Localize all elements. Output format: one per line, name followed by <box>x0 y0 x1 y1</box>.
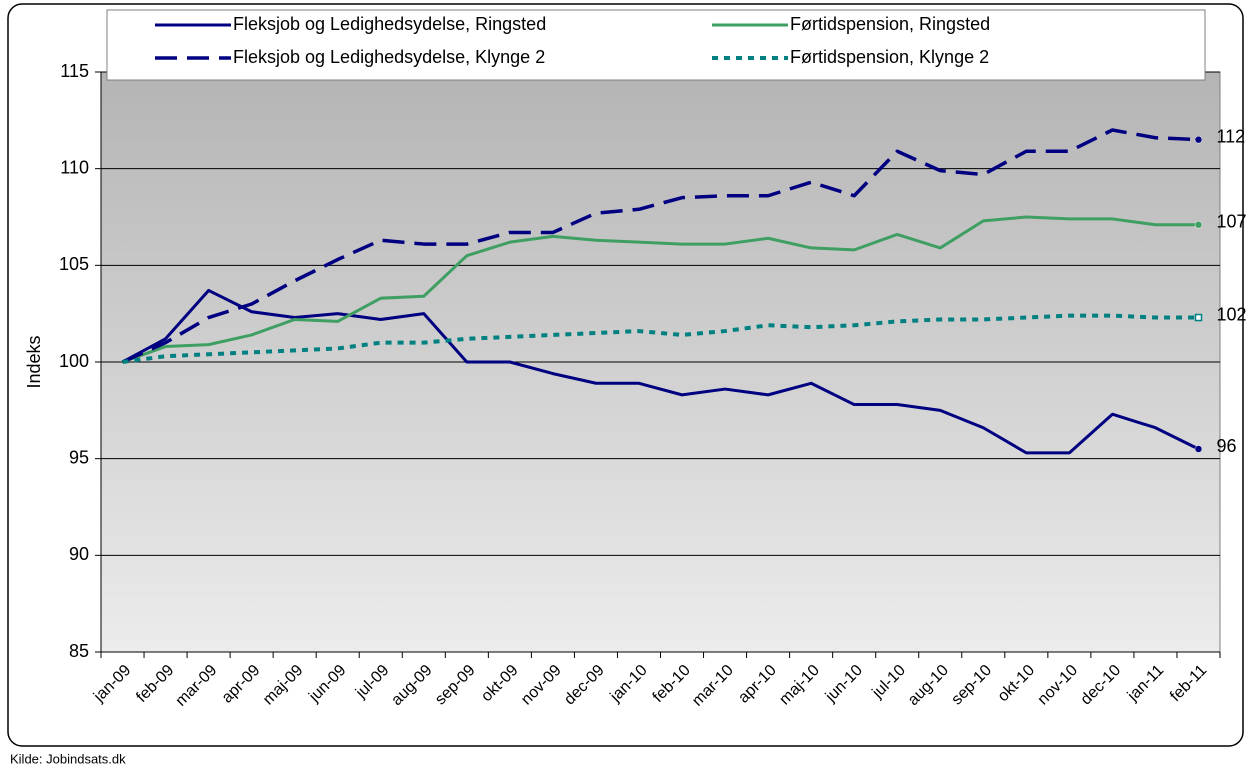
y-tick-label: 115 <box>60 61 89 81</box>
y-tick-label: 85 <box>69 641 89 661</box>
value-label: 107 <box>1216 211 1246 231</box>
point-marker <box>1194 445 1203 453</box>
legend-label: Førtidspension, Klynge 2 <box>790 47 989 67</box>
value-label: 102 <box>1216 304 1246 324</box>
point-marker <box>1194 313 1203 322</box>
point-marker <box>1194 135 1203 144</box>
series-line <box>121 128 1199 364</box>
value-label: 112 <box>1216 126 1245 146</box>
y-tick-label: 110 <box>60 157 89 177</box>
legend-box <box>106 9 1206 81</box>
series-line <box>121 288 1200 455</box>
point-marker <box>1194 220 1203 229</box>
y-tick-label: 95 <box>69 447 89 467</box>
y-tick-label: 105 <box>59 254 89 274</box>
legend-label: Førtidspension, Ringsted <box>790 14 990 34</box>
legend-label: Fleksjob og Ledighedsydelse, Ringsted <box>233 14 546 34</box>
value-label: 96 <box>1216 436 1236 456</box>
y-tick-label: 100 <box>59 351 89 371</box>
y-tick-label: 90 <box>69 544 89 564</box>
source: Kilde: Jobindsats.dk <box>10 751 126 766</box>
legend-label: Fleksjob og Ledighedsydelse, Klynge 2 <box>233 47 545 67</box>
y-axis-label: Indeks <box>24 335 44 388</box>
series-line <box>122 215 1199 364</box>
